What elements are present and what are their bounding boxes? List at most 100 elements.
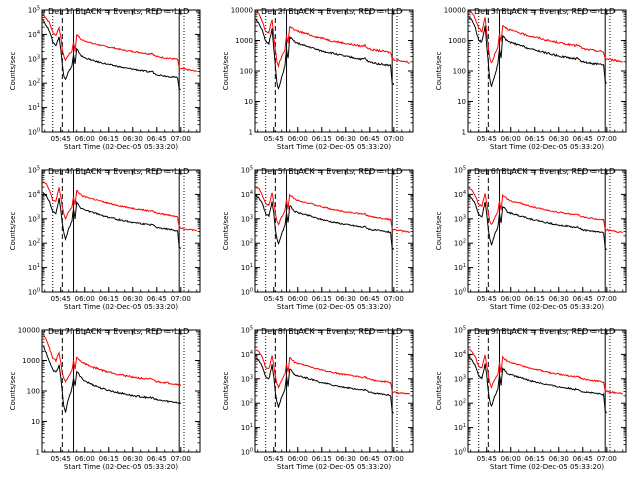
y-tick-label: 100 xyxy=(241,288,253,297)
detector-panel-7: Det 7f BLACK = Events, RED = LLD 1 10 100 10… xyxy=(9,327,201,471)
x-tick-label: 06:00 xyxy=(288,455,308,463)
y-tick-label: 10000 xyxy=(444,7,466,15)
x-tick-label: 06:15 xyxy=(525,135,545,143)
y-tick-label: 102 xyxy=(28,239,40,248)
panel-title: Det 6f BLACK = Events, RED = LLD xyxy=(474,167,615,176)
x-tick-label: 06:00 xyxy=(288,135,308,143)
y-tick-label: 103 xyxy=(241,214,253,223)
x-tick-label: 06:30 xyxy=(549,455,569,463)
y-tick-label: 10 xyxy=(457,98,466,106)
x-tick-label: 06:45 xyxy=(360,455,380,463)
y-tick-label: 105 xyxy=(454,166,466,175)
x-tick-label: 06:00 xyxy=(288,295,308,303)
x-tick-label: 06:00 xyxy=(75,455,95,463)
y-tick-label: 100 xyxy=(240,68,253,76)
x-tick-label: 06:15 xyxy=(312,295,332,303)
detector-panel-2: Det 2f BLACK = Events, RED = LLD 1 10 100 10… xyxy=(222,7,414,151)
y-tick-label: 102 xyxy=(28,79,40,88)
y-tick-label: 100 xyxy=(454,448,466,457)
y-tick-label: 10 xyxy=(31,418,40,426)
panel-title: Det 8f BLACK = Events, RED = LLD xyxy=(261,327,402,336)
panel-title: Det 1f BLACK = Events, RED = LLD xyxy=(48,7,189,16)
y-tick-label: 101 xyxy=(241,423,253,432)
y-tick-label: 104 xyxy=(241,350,253,359)
x-axis-label: Start Time (02-Dec-05 05:33:20) xyxy=(490,303,604,311)
x-tick-label: 07:00 xyxy=(384,135,404,143)
y-axis-label: Counts/sec xyxy=(9,212,17,251)
plot-frame xyxy=(254,9,414,133)
y-tick-label: 105 xyxy=(454,326,466,335)
x-tick-label: 05:45 xyxy=(51,295,71,303)
plot-frame xyxy=(254,329,414,453)
series-line-black xyxy=(42,20,181,90)
plot-frame xyxy=(254,169,414,293)
series-line-red xyxy=(42,181,197,232)
x-tick-label: 06:15 xyxy=(312,135,332,143)
y-axis-label: Counts/sec xyxy=(222,372,230,411)
x-tick-label: 06:00 xyxy=(75,135,95,143)
y-tick-label: 105 xyxy=(28,6,40,15)
y-tick-label: 104 xyxy=(241,190,253,199)
x-tick-label: 06:30 xyxy=(336,135,356,143)
y-tick-label: 1000 xyxy=(22,357,40,365)
y-tick-label: 102 xyxy=(241,239,253,248)
y-tick-label: 104 xyxy=(454,190,466,199)
detector-panel-3: Det 3f BLACK = Events, RED = LLD 1 10 100 10… xyxy=(435,7,627,151)
y-tick-label: 100 xyxy=(28,288,40,297)
y-axis-label: Counts/sec xyxy=(9,372,17,411)
x-tick-label: 06:00 xyxy=(501,455,521,463)
y-axis-label: Counts/sec xyxy=(222,212,230,251)
y-tick-label: 1 xyxy=(36,449,40,457)
x-tick-label: 06:00 xyxy=(75,295,95,303)
x-axis-label: Start Time (02-Dec-05 05:33:20) xyxy=(64,143,178,151)
x-tick-label: 06:15 xyxy=(99,295,119,303)
y-tick-label: 100 xyxy=(454,288,466,297)
x-tick-label: 05:45 xyxy=(264,455,284,463)
x-tick-label: 06:30 xyxy=(123,295,143,303)
y-tick-label: 101 xyxy=(241,263,253,272)
x-tick-label: 06:30 xyxy=(549,295,569,303)
series-line-black xyxy=(255,194,395,250)
x-tick-label: 06:45 xyxy=(360,135,380,143)
x-tick-label: 05:45 xyxy=(51,135,71,143)
series-line-red xyxy=(42,332,182,387)
x-axis-label: Start Time (02-Dec-05 05:33:20) xyxy=(490,143,604,151)
x-tick-label: 06:45 xyxy=(147,135,167,143)
panel-title: Det 7f BLACK = Events, RED = LLD xyxy=(48,327,189,336)
plot-frame xyxy=(467,329,627,453)
x-tick-label: 07:00 xyxy=(384,295,404,303)
y-tick-label: 101 xyxy=(28,103,40,112)
panel-title: Det 5f BLACK = Events, RED = LLD xyxy=(261,167,402,176)
series-line-black xyxy=(255,357,394,414)
x-tick-label: 06:30 xyxy=(336,295,356,303)
x-axis-label: Start Time (02-Dec-05 05:33:20) xyxy=(277,463,391,471)
x-tick-label: 06:15 xyxy=(525,295,545,303)
y-axis-label: Counts/sec xyxy=(435,212,443,251)
plot-frame xyxy=(41,9,201,133)
x-axis-label: Start Time (02-Dec-05 05:33:20) xyxy=(490,463,604,471)
y-tick-label: 101 xyxy=(28,263,40,272)
y-tick-label: 10000 xyxy=(231,7,253,15)
x-tick-label: 07:00 xyxy=(171,455,191,463)
x-tick-label: 05:45 xyxy=(264,135,284,143)
y-tick-label: 1000 xyxy=(235,37,253,45)
plot-frame xyxy=(41,329,201,453)
series-line-black xyxy=(468,356,608,414)
detector-panel-4: Det 4f BLACK = Events, RED = LLD 100 101 10… xyxy=(9,166,201,311)
x-tick-label: 06:00 xyxy=(501,295,521,303)
x-tick-label: 06:45 xyxy=(573,455,593,463)
y-tick-label: 1 xyxy=(249,129,253,137)
detector-panel-1: Det 1f BLACK = Events, RED = LLD 100 101 10… xyxy=(9,6,201,151)
x-axis-label: Start Time (02-Dec-05 05:33:20) xyxy=(64,303,178,311)
plot-frame xyxy=(467,169,627,293)
y-tick-label: 102 xyxy=(454,239,466,248)
series-line-black xyxy=(42,345,182,413)
x-tick-label: 07:00 xyxy=(171,135,191,143)
y-tick-label: 101 xyxy=(454,423,466,432)
x-tick-label: 06:30 xyxy=(123,455,143,463)
panel-title: Det 2f BLACK = Events, RED = LLD xyxy=(261,7,402,16)
x-tick-label: 06:45 xyxy=(147,455,167,463)
y-tick-label: 105 xyxy=(28,166,40,175)
y-tick-label: 104 xyxy=(28,30,40,39)
y-tick-label: 102 xyxy=(454,399,466,408)
